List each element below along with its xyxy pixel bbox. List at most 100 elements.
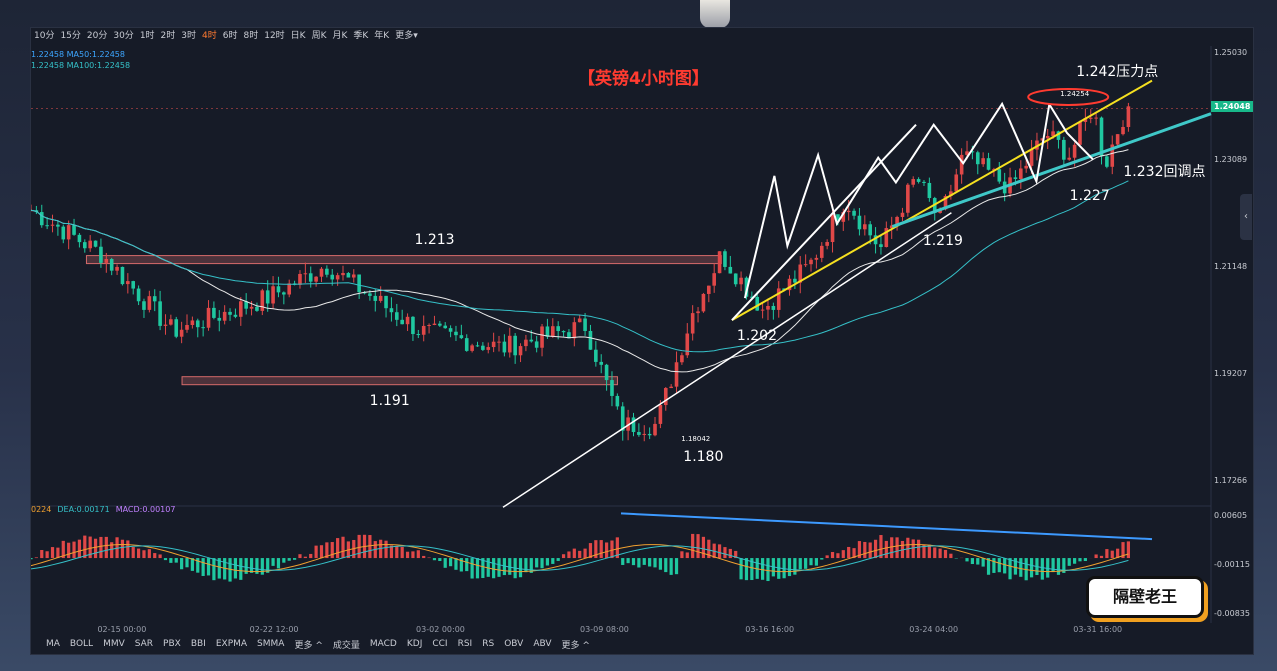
macd-bar: [696, 534, 700, 559]
macd-bar: [911, 539, 915, 559]
timeframe-15[interactable]: 年K: [374, 31, 390, 41]
timeframe-0[interactable]: 10分: [34, 31, 55, 41]
indicator-13[interactable]: RSI: [457, 639, 473, 649]
macd-bar: [120, 539, 125, 559]
indicator-1[interactable]: BOLL: [69, 639, 94, 649]
candle-body: [803, 264, 808, 266]
timeframe-9[interactable]: 8时: [243, 31, 259, 41]
candle-body: [448, 328, 453, 332]
macd-bar: [674, 558, 679, 575]
timeframe-7[interactable]: 4时: [202, 31, 217, 41]
indicator-14[interactable]: RS: [482, 639, 495, 649]
indicator-10[interactable]: MACD: [369, 639, 397, 649]
indicator-5[interactable]: BBI: [190, 639, 206, 649]
indicator-16[interactable]: ABV: [533, 639, 552, 649]
macd-bar: [309, 553, 313, 559]
macd-bar: [615, 537, 619, 559]
indicator-15[interactable]: OBV: [504, 639, 524, 649]
candle-body: [863, 224, 867, 230]
indicator-2[interactable]: MMV: [103, 639, 125, 649]
candle-body: [109, 259, 114, 271]
macd-bar: [825, 555, 829, 559]
timeframe-4[interactable]: 1时: [139, 31, 155, 41]
macd-bar: [680, 551, 684, 559]
macd-bar: [212, 558, 216, 581]
macd-bar: [271, 558, 275, 566]
macd-bar: [126, 540, 130, 559]
candle-body: [1083, 117, 1088, 122]
macd-bar: [1062, 558, 1066, 573]
chevron-left-icon[interactable]: ‹: [1240, 194, 1252, 240]
macd-bar: [841, 550, 845, 559]
macd-bar: [292, 558, 297, 560]
price-annotation-small: 1.24254: [1060, 89, 1090, 98]
macd-bar: [572, 548, 576, 559]
indicator-6[interactable]: EXPMA: [215, 639, 248, 649]
timeframe-16[interactable]: 更多▾: [395, 31, 418, 41]
resistance-ellipse: [1027, 87, 1110, 106]
timeframe-8[interactable]: 6时: [222, 31, 238, 41]
candle-body: [889, 225, 894, 229]
candle-body: [1094, 117, 1098, 119]
price-chart[interactable]: [31, 28, 1253, 654]
indicator-4[interactable]: PBX: [163, 639, 181, 649]
indicator-12[interactable]: CCI: [432, 639, 448, 649]
macd-bar: [626, 558, 630, 564]
timeframe-5[interactable]: 2时: [160, 31, 176, 41]
candle-body: [787, 278, 792, 291]
macd-bar: [492, 558, 496, 579]
macd-bar: [244, 558, 248, 574]
macd-bar: [766, 558, 770, 582]
macd-bar: [804, 558, 808, 569]
indicator-3[interactable]: SAR: [134, 639, 154, 649]
candle-body: [120, 266, 125, 285]
price-annotation: 1.242压力点: [1076, 63, 1159, 80]
candle-body: [981, 158, 985, 165]
timeframe-13[interactable]: 月K: [332, 31, 348, 41]
indicator-8[interactable]: 更多 ^: [294, 640, 323, 651]
indicator-7[interactable]: SMMA: [257, 639, 285, 649]
macd-bar: [691, 533, 695, 559]
moon-decoration: [700, 0, 730, 28]
candle-body: [766, 305, 770, 310]
indicator-0[interactable]: MA: [46, 639, 60, 649]
indicator-17[interactable]: 更多 ^: [561, 640, 590, 651]
timeframe-14[interactable]: 季K: [353, 31, 369, 41]
macd-bar: [621, 558, 625, 565]
candle-body: [588, 330, 593, 350]
candle-body: [567, 332, 571, 339]
macd-bar: [793, 558, 797, 575]
macd-bar: [1008, 558, 1012, 580]
macd-bar: [728, 548, 732, 559]
macd-legend: 0224 DEA:0.00171 MACD:0.00107: [31, 505, 181, 514]
candle-body: [943, 196, 948, 210]
timeframe-10[interactable]: 12时: [264, 31, 285, 41]
timeframe-3[interactable]: 30分: [113, 31, 134, 41]
date-tick-label: 02-15 00:00: [97, 625, 147, 634]
price-annotation: 1.202: [736, 328, 777, 345]
candle-body: [1105, 156, 1109, 167]
macd-bar: [169, 558, 173, 563]
candle-body: [217, 317, 222, 321]
candle-body: [879, 244, 883, 247]
candle-body: [459, 335, 464, 339]
timeframe-12[interactable]: 周K: [311, 31, 327, 41]
candle-body: [282, 292, 286, 295]
indicator-9[interactable]: 成交量: [332, 640, 360, 651]
macd-bar: [1105, 549, 1109, 559]
timeframe-2[interactable]: 20分: [86, 31, 108, 41]
indicator-11[interactable]: KDJ: [406, 639, 423, 649]
candle-body: [405, 316, 410, 325]
macd-legend-item: DEA:0.00171: [57, 505, 110, 514]
candle-body: [195, 320, 200, 328]
timeframe-1[interactable]: 15分: [60, 31, 81, 41]
macd-bar: [1019, 558, 1023, 577]
candle-body: [701, 293, 706, 312]
macd-bar: [1121, 542, 1125, 559]
macd-bar: [561, 554, 566, 559]
timeframe-11[interactable]: 日K: [290, 31, 306, 41]
macd-bar: [508, 558, 512, 575]
candle-body: [206, 307, 211, 328]
date-tick-label: 03-24 04:00: [909, 625, 959, 634]
timeframe-6[interactable]: 3时: [181, 31, 197, 41]
